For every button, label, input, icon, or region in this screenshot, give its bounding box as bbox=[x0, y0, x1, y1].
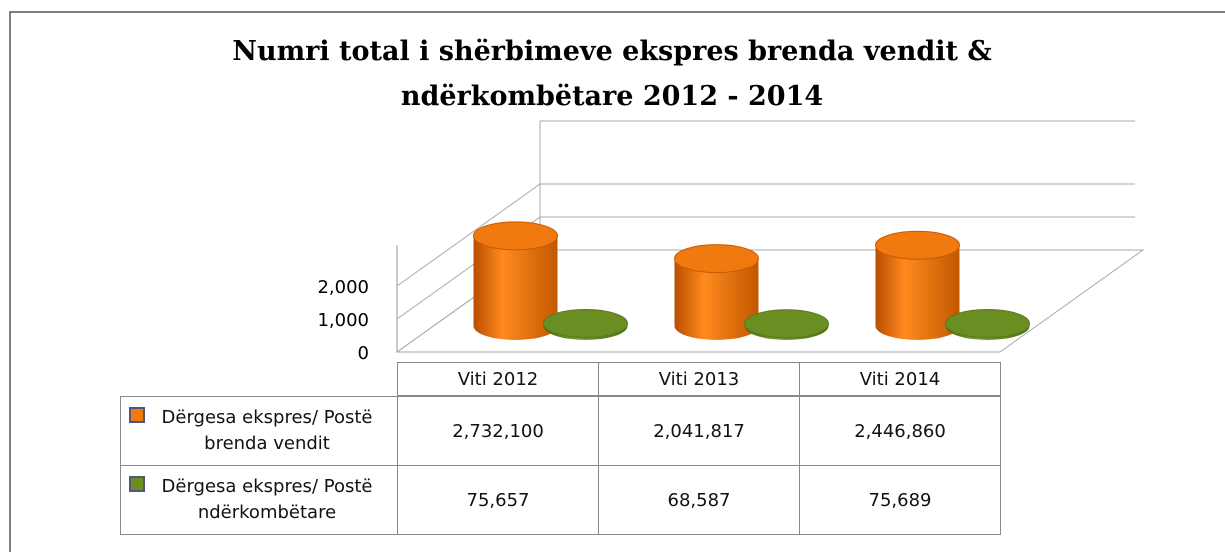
y-tick-label: 1,000 bbox=[317, 310, 369, 331]
data-label: 2,446,860 bbox=[799, 396, 1001, 466]
bar bbox=[875, 230, 960, 340]
x-tick-label: Viti 2014 bbox=[799, 362, 1001, 396]
bar-top bbox=[945, 309, 1030, 339]
data-label: 2,732,100 bbox=[397, 396, 599, 466]
bar bbox=[473, 221, 558, 340]
y-tick-label: 2,000 bbox=[317, 277, 369, 298]
legend-swatch bbox=[129, 407, 145, 423]
legend-swatch bbox=[129, 476, 145, 492]
chart-frame bbox=[9, 11, 1225, 552]
bar-body bbox=[674, 258, 759, 340]
chart-title: Numri total i shërbimeve ekspres brenda … bbox=[232, 36, 991, 112]
y-tick-label: 0 bbox=[358, 343, 369, 364]
bar bbox=[674, 244, 759, 340]
bar-top bbox=[473, 221, 558, 251]
bar bbox=[744, 309, 829, 340]
bar-top bbox=[744, 309, 829, 339]
bar-body bbox=[473, 235, 558, 340]
legend-entry: Dërgesa ekspres/ Postë ndërkombëtare bbox=[120, 465, 398, 535]
data-label: 2,041,817 bbox=[598, 396, 800, 466]
x-tick-label: Viti 2012 bbox=[397, 362, 599, 396]
x-tick-label: Viti 2013 bbox=[598, 362, 800, 396]
bar-body bbox=[875, 245, 960, 340]
bar-top bbox=[674, 244, 759, 274]
legend-entry: Dërgesa ekspres/ Postë brenda vendit bbox=[120, 396, 398, 466]
legend-label: Dërgesa ekspres/ Postë brenda vendit bbox=[161, 407, 373, 454]
bar bbox=[945, 309, 1030, 340]
data-label: 75,657 bbox=[397, 465, 599, 535]
bar bbox=[543, 309, 628, 340]
bar-top bbox=[543, 309, 628, 339]
bar-top bbox=[875, 230, 960, 260]
data-label: 68,587 bbox=[598, 465, 800, 535]
data-label: 75,689 bbox=[799, 465, 1001, 535]
legend-label: Dërgesa ekspres/ Postë ndërkombëtare bbox=[161, 476, 373, 523]
